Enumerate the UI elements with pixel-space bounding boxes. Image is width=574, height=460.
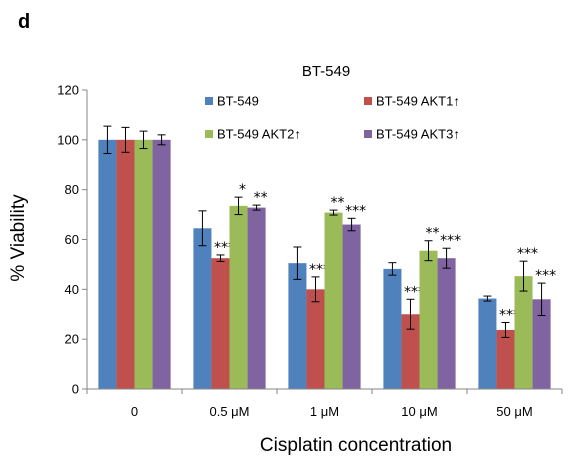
bar [324,212,343,389]
significance-label: ** [254,190,268,206]
significance-label: *** [535,268,556,284]
bar [532,299,551,389]
bar [437,258,456,389]
legend-label: BT-549 AKT3↑ [376,127,460,142]
bar [134,139,153,389]
y-axis-title: % Viability [8,194,29,282]
significance-label: *** [345,203,366,219]
x-axis-title: Cisplatin concentration [260,435,452,456]
y-tick-label: 0 [72,382,79,397]
panel-label: d [18,11,30,33]
legend-label: BT-549 [217,94,259,109]
legend-label: BT-549 AKT2↑ [217,127,301,142]
bar [98,139,117,389]
legend-label: BT-549 AKT1↑ [376,94,460,109]
bar [419,250,438,389]
x-tick-label: 0 [131,404,138,419]
bar [478,298,497,389]
x-tick-label: 1 μM [310,404,339,419]
bar [116,139,135,389]
bar [247,207,266,389]
y-tick-label: 100 [57,132,79,147]
significance-label: * [239,182,246,198]
bar [401,314,420,389]
y-tick-label: 40 [65,282,79,297]
x-tick-label: 50 μM [496,404,532,419]
bar [152,139,171,389]
bar [342,224,361,389]
bar [211,258,230,389]
y-tick-label: 80 [65,182,79,197]
x-tick-label: 10 μM [401,404,437,419]
y-tick-label: 120 [57,83,79,98]
legend-swatch [364,130,372,138]
significance-label: *** [440,233,461,249]
bar [193,228,212,389]
legend-swatch [205,97,213,105]
legend-swatch [364,97,372,105]
chart-title: BT-549 [302,63,350,80]
y-tick-label: 20 [65,332,79,347]
bar [383,268,402,389]
bar [496,329,515,389]
bar [514,276,533,389]
x-tick-label: 0.5 μM [209,404,249,419]
legend-swatch [205,130,213,138]
bar [229,205,248,389]
bar [306,289,325,389]
significance-label: ** [331,195,345,211]
significance-label: ** [426,226,440,242]
y-tick-label: 60 [65,232,79,247]
significance-label: *** [517,246,538,262]
bar [288,263,307,389]
